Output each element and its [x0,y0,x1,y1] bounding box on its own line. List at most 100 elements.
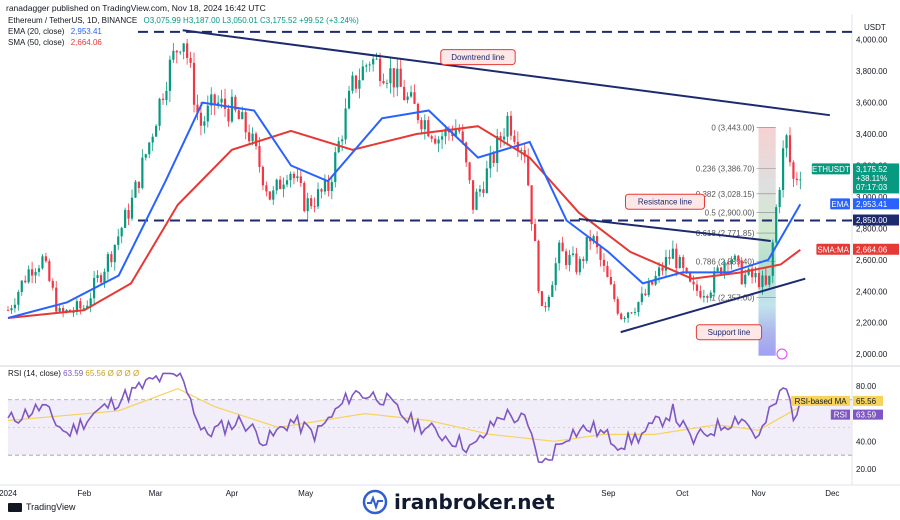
candle-body [761,275,764,288]
support-line-label: Support line [708,328,751,337]
candle-body [237,110,240,120]
candle-body [365,65,368,67]
candle-body [89,298,92,306]
candle-body [217,102,220,105]
candle-body [86,305,89,309]
candle-body [265,185,268,192]
candle-body [723,262,726,274]
candle-body [75,301,78,313]
price-tag-box [853,243,899,255]
price-tag-name: ETHUSDT [812,165,850,174]
price-tag-time: 07:17:03 [856,183,888,192]
candle-body [626,312,630,318]
candle-body [24,280,27,283]
ema-legend-value: 2,953.41 [70,27,102,36]
candle-body [186,43,189,58]
candle-body [344,108,347,140]
ema-legend-label: EMA (20, close) [8,27,65,36]
candle-body [478,189,482,192]
candle-body [551,285,554,297]
candle-body [702,296,705,298]
time-tick-label: May [298,489,313,498]
price-tag-name: EMA [831,200,849,209]
candle-body [544,306,547,308]
candle-body [65,309,68,312]
candle-body [582,259,585,261]
candle-body [375,58,378,60]
candle-body [699,290,702,298]
candle-body [578,259,581,273]
candle-body [409,92,413,97]
candle-body [471,180,475,210]
candle-body [151,136,154,143]
candle-body [62,308,65,312]
candle-body [158,98,161,126]
fib-level-label: 0.236 (3,386.70) [696,165,755,174]
tradingview-text: TradingView [26,502,76,512]
candle-body [406,96,409,100]
candle-body [44,256,47,262]
candle-body [403,86,406,100]
time-tick-label: 2024 [0,489,17,498]
candle-body [203,121,206,126]
candle-body [82,308,85,309]
resistance-line-label-box [624,193,705,210]
candle-body [275,179,278,191]
candle-body [599,247,602,260]
candle-body [726,262,730,265]
candle-body [427,120,430,137]
candle-body [296,176,299,179]
candle-body [99,275,103,283]
candle-body [261,166,265,186]
candle-body [782,148,785,190]
candle-body [668,257,671,259]
pulse-logo-icon [362,489,388,515]
candle-body [454,128,457,137]
candle-body [289,173,292,181]
downtrend-line-label: Downtrend line [451,53,505,62]
downtrend-line [182,29,830,117]
price-tag-value: 2,664.06 [856,245,888,254]
candle-body [771,242,774,276]
fib-level-label: 0 (3,443.00) [711,123,754,132]
price-tick-label: 2,200.00 [856,319,888,328]
candle-body [141,157,144,189]
candle-body [234,96,237,111]
candle-body [27,269,30,283]
candle-body [79,301,82,309]
support-line [620,277,806,334]
candle-body [540,291,544,307]
candle-body [17,291,20,305]
rsi-tag-value: 63.59 [856,411,877,420]
price-tick-label: 3,000.00 [856,193,888,202]
candle-body [361,66,364,81]
candle-body [502,136,506,140]
candle-body [134,181,137,198]
candle-body [558,242,561,264]
candle-body [279,179,282,190]
candle-body [34,271,37,276]
candle-body [633,312,637,313]
fib-level-label: 1 (2,357.00) [711,294,754,303]
candle-body [251,133,254,142]
candle-body [258,146,261,167]
candle-body [175,50,178,53]
candle-body [48,261,51,281]
sma50-line [7,125,801,319]
candle-body [399,68,402,87]
candle-body [709,292,712,298]
candle-body [465,142,468,163]
sma-legend-value: 2,664.06 [70,38,102,47]
candle-body [692,281,695,285]
candle-body [148,142,151,155]
candle-body [127,210,130,219]
candle-body [55,287,58,312]
candle-body [37,268,41,272]
candle-body [172,50,175,60]
candle-body [750,268,754,278]
candle-body [206,105,209,122]
candle-body [327,180,330,191]
candle-body [609,276,612,285]
candle-body [389,68,392,84]
candle-body [6,310,10,311]
